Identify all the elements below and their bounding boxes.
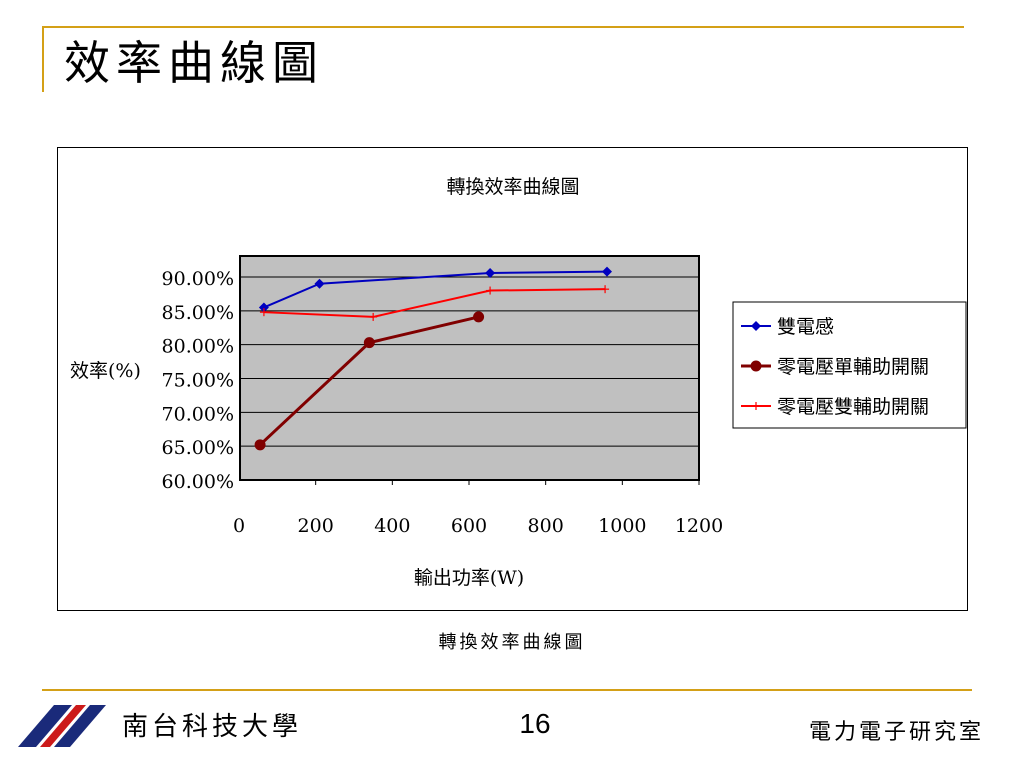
data-point-diamond bbox=[314, 278, 325, 289]
legend-label: 雙電感 bbox=[777, 316, 834, 338]
y-tick-label: 60.00% bbox=[162, 471, 234, 493]
title-accent-vertical bbox=[42, 26, 44, 92]
page-number: 16 bbox=[519, 708, 551, 739]
slide-title: 效率曲線圖 bbox=[64, 36, 324, 90]
series-line bbox=[263, 288, 606, 318]
x-tick-label: 400 bbox=[374, 515, 410, 537]
y-tick-label: 80.00% bbox=[162, 336, 234, 358]
data-point-diamond bbox=[258, 302, 269, 313]
series-1 bbox=[258, 266, 612, 313]
lab-name: 電力電子研究室 bbox=[808, 720, 984, 745]
y-tick-label: 70.00% bbox=[162, 403, 234, 425]
chart-frame: 90.00% 85.00% 80.00% 75.00% 70.00% 65.00% 60.0… bbox=[57, 147, 968, 611]
y-tick-label: 65.00% bbox=[162, 437, 234, 459]
title-accent-line bbox=[42, 26, 964, 28]
efficiency-chart: 90.00% 85.00% 80.00% 75.00% 70.00% 65.00% 60.0… bbox=[70, 176, 967, 589]
plot-area bbox=[239, 255, 700, 481]
series-2 bbox=[254, 311, 485, 451]
legend-box bbox=[732, 301, 967, 429]
data-point-circle bbox=[473, 311, 485, 323]
x-tick-label: 0 bbox=[233, 515, 245, 537]
x-tick-label: 600 bbox=[451, 515, 487, 537]
x-tick-label: 200 bbox=[298, 515, 334, 537]
y-axis-label: 效率(%) bbox=[70, 360, 141, 382]
data-point-circle bbox=[254, 439, 266, 451]
x-tick-label: 800 bbox=[528, 515, 564, 537]
university-logo bbox=[18, 705, 106, 747]
school-name: 南台科技大學 bbox=[122, 712, 303, 742]
series-3 bbox=[259, 285, 610, 321]
data-point-circle bbox=[363, 337, 375, 349]
y-tick-label: 85.00% bbox=[162, 302, 234, 324]
data-point-diamond bbox=[602, 266, 612, 277]
data-point-circle bbox=[750, 360, 762, 372]
data-point-diamond bbox=[485, 267, 496, 278]
figure-caption: 轉換效率曲線圖 bbox=[438, 632, 586, 653]
chart-title: 轉換效率曲線圖 bbox=[446, 176, 579, 198]
y-tick-label: 90.00% bbox=[162, 268, 234, 290]
data-point-diamond bbox=[751, 321, 761, 331]
x-tick-label: 1000 bbox=[598, 515, 646, 537]
y-tick-label: 75.00% bbox=[162, 370, 234, 392]
legend-label: 零電壓雙輔助開關 bbox=[777, 396, 929, 418]
series-line bbox=[263, 270, 608, 309]
x-axis-label: 輸出功率(W) bbox=[414, 567, 524, 589]
x-tick-label: 1200 bbox=[675, 515, 723, 537]
footer-divider bbox=[42, 689, 972, 691]
legend-label: 零電壓單輔助開關 bbox=[777, 356, 929, 378]
